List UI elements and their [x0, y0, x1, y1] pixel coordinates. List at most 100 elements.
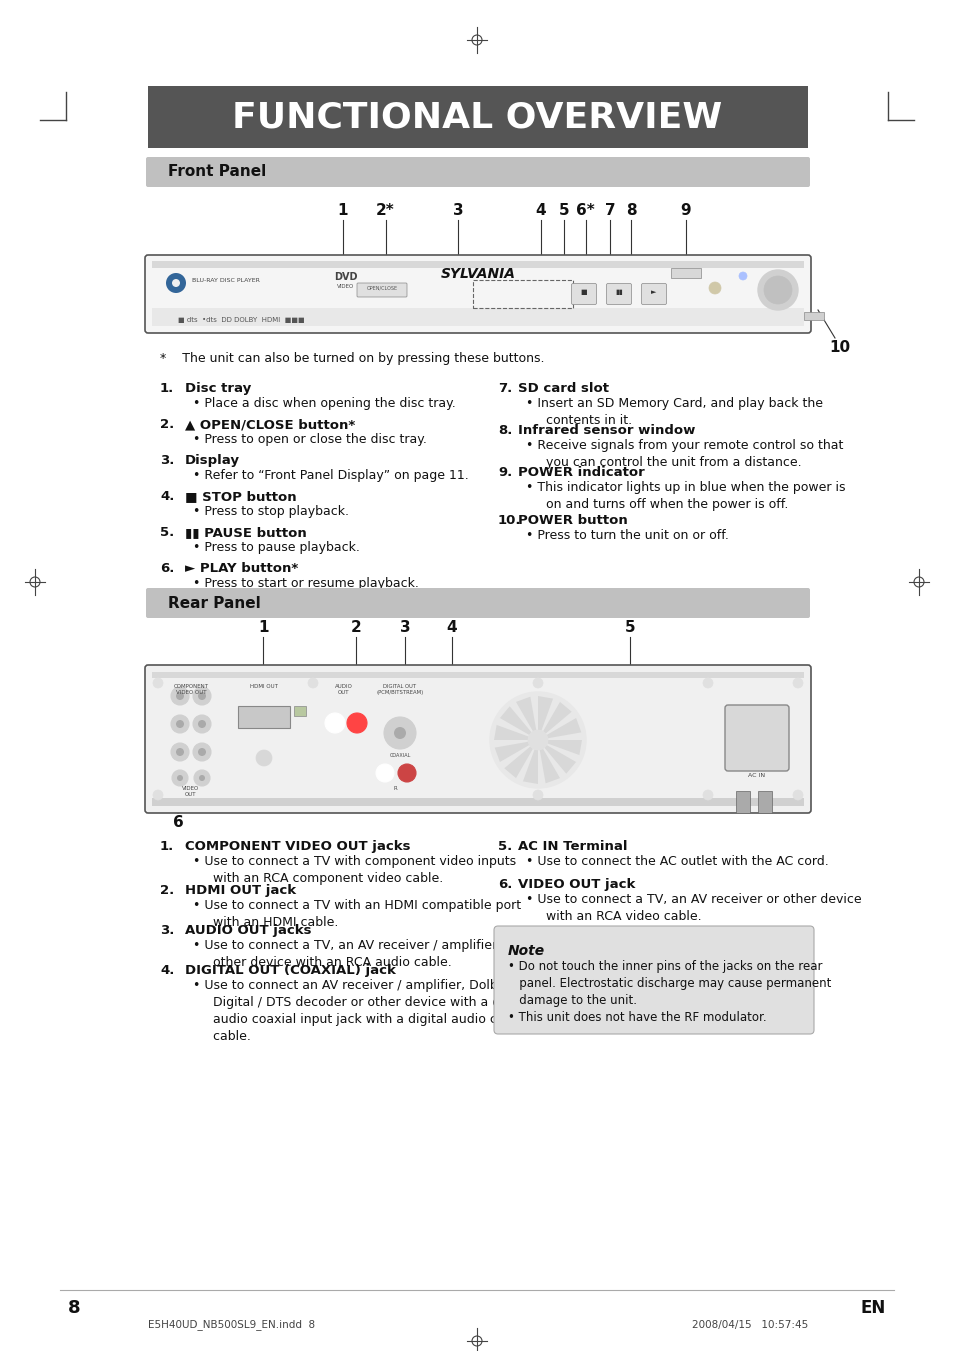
- Text: 8: 8: [68, 1300, 81, 1317]
- Text: COAXIAL: COAXIAL: [389, 753, 410, 758]
- Circle shape: [171, 688, 189, 705]
- Text: • Use to connect the AC outlet with the AC cord.: • Use to connect the AC outlet with the …: [525, 855, 828, 867]
- FancyBboxPatch shape: [640, 284, 666, 304]
- Text: 4.: 4.: [160, 965, 174, 977]
- Text: HDMI OUT: HDMI OUT: [250, 684, 277, 689]
- Text: • Press to turn the unit on or off.: • Press to turn the unit on or off.: [525, 530, 728, 542]
- Text: POWER button: POWER button: [517, 513, 627, 527]
- Text: FUNCTIONAL OVERVIEW: FUNCTIONAL OVERVIEW: [232, 100, 721, 134]
- Circle shape: [171, 715, 189, 734]
- Text: • Use to connect a TV, an AV receiver or other device
     with an RCA video cab: • Use to connect a TV, an AV receiver or…: [525, 893, 861, 923]
- Bar: [152, 261, 803, 267]
- Text: • Press to pause playback.: • Press to pause playback.: [193, 540, 359, 554]
- Text: R: R: [393, 786, 396, 790]
- Polygon shape: [494, 725, 528, 740]
- Text: DVD: DVD: [334, 272, 357, 282]
- Text: 2.: 2.: [160, 417, 174, 431]
- Circle shape: [177, 775, 183, 781]
- FancyBboxPatch shape: [145, 665, 810, 813]
- Text: ■ STOP button: ■ STOP button: [185, 490, 296, 503]
- Bar: [758, 790, 771, 813]
- Text: 9.: 9.: [497, 466, 512, 480]
- Text: • Use to connect a TV with component video inputs
     with an RCA component vid: • Use to connect a TV with component vid…: [193, 855, 516, 885]
- Text: DIGITAL OUT
(PCM/BITSTREAM): DIGITAL OUT (PCM/BITSTREAM): [376, 684, 423, 694]
- Circle shape: [175, 720, 184, 728]
- Text: 2.: 2.: [160, 884, 174, 897]
- Circle shape: [255, 750, 272, 766]
- Text: SYLVANIA: SYLVANIA: [440, 267, 515, 281]
- Circle shape: [490, 692, 585, 788]
- Circle shape: [527, 730, 547, 750]
- Text: Front Panel: Front Panel: [168, 165, 266, 180]
- Text: • This indicator lights up in blue when the power is
     on and turns off when : • This indicator lights up in blue when …: [525, 481, 844, 511]
- Bar: [735, 790, 749, 813]
- Text: Infrared sensor window: Infrared sensor window: [517, 424, 695, 436]
- Polygon shape: [522, 750, 537, 784]
- Text: COMPONENT VIDEO OUT jacks: COMPONENT VIDEO OUT jacks: [185, 840, 410, 852]
- Text: ▮▮: ▮▮: [615, 289, 622, 295]
- Text: • Press to stop playback.: • Press to stop playback.: [193, 505, 349, 517]
- Circle shape: [708, 282, 720, 295]
- Polygon shape: [546, 717, 580, 738]
- Circle shape: [198, 720, 206, 728]
- Text: • Insert an SD Memory Card, and play back the
     contents in it.: • Insert an SD Memory Card, and play bac…: [525, 397, 822, 427]
- Circle shape: [347, 713, 367, 734]
- Circle shape: [702, 678, 712, 688]
- Text: 10.: 10.: [497, 513, 521, 527]
- Circle shape: [172, 280, 180, 286]
- FancyBboxPatch shape: [146, 588, 809, 617]
- Polygon shape: [537, 696, 553, 731]
- Text: 2008/04/15   10:57:45: 2008/04/15 10:57:45: [691, 1320, 807, 1329]
- Text: *    The unit can also be turned on by pressing these buttons.: * The unit can also be turned on by pres…: [160, 353, 544, 365]
- Circle shape: [758, 270, 797, 309]
- Circle shape: [739, 272, 746, 280]
- FancyBboxPatch shape: [145, 255, 810, 332]
- Text: DIGITAL OUT (COAXIAL) jack: DIGITAL OUT (COAXIAL) jack: [185, 965, 395, 977]
- Circle shape: [702, 790, 712, 800]
- Polygon shape: [544, 744, 576, 774]
- Circle shape: [792, 790, 802, 800]
- Bar: [670, 267, 700, 278]
- Circle shape: [792, 678, 802, 688]
- Text: 6.: 6.: [160, 562, 174, 576]
- Polygon shape: [542, 703, 571, 734]
- Text: 4: 4: [446, 620, 456, 635]
- Text: 3.: 3.: [160, 924, 174, 938]
- Text: 4: 4: [535, 203, 545, 218]
- Text: VIDEO: VIDEO: [337, 284, 355, 289]
- Text: 6: 6: [172, 815, 183, 830]
- Text: • Place a disc when opening the disc tray.: • Place a disc when opening the disc tra…: [193, 397, 456, 409]
- Text: ► PLAY button*: ► PLAY button*: [185, 562, 298, 576]
- FancyBboxPatch shape: [356, 282, 407, 297]
- Circle shape: [375, 765, 394, 782]
- Text: 5: 5: [624, 620, 635, 635]
- Text: 9: 9: [679, 203, 691, 218]
- Text: ▮▮ PAUSE button: ▮▮ PAUSE button: [185, 526, 307, 539]
- Text: ■ dts  •dts  DD DOLBY  HDMI  ■■■: ■ dts •dts DD DOLBY HDMI ■■■: [178, 317, 304, 323]
- Text: • Press to start or resume playback.: • Press to start or resume playback.: [193, 577, 418, 590]
- Text: 2*: 2*: [375, 203, 395, 218]
- Text: • Refer to “Front Panel Display” on page 11.: • Refer to “Front Panel Display” on page…: [193, 469, 468, 482]
- Text: 3: 3: [453, 203, 463, 218]
- Polygon shape: [499, 707, 531, 735]
- Text: ▲ OPEN/CLOSE button*: ▲ OPEN/CLOSE button*: [185, 417, 355, 431]
- Circle shape: [763, 276, 791, 304]
- Circle shape: [199, 775, 205, 781]
- FancyBboxPatch shape: [146, 157, 809, 186]
- FancyBboxPatch shape: [571, 284, 596, 304]
- Circle shape: [193, 770, 210, 786]
- Text: 8.: 8.: [497, 424, 512, 436]
- Text: 7.: 7.: [497, 382, 512, 394]
- Text: AUDIO
OUT: AUDIO OUT: [335, 684, 353, 694]
- FancyBboxPatch shape: [494, 925, 813, 1034]
- Circle shape: [533, 790, 542, 800]
- Circle shape: [325, 713, 345, 734]
- Text: 3.: 3.: [160, 454, 174, 467]
- Text: VIDEO OUT jack: VIDEO OUT jack: [517, 878, 635, 892]
- Text: Display: Display: [185, 454, 240, 467]
- Text: 6.: 6.: [497, 878, 512, 892]
- Circle shape: [171, 743, 189, 761]
- Circle shape: [175, 748, 184, 757]
- Text: 1.: 1.: [160, 840, 174, 852]
- Polygon shape: [539, 748, 559, 784]
